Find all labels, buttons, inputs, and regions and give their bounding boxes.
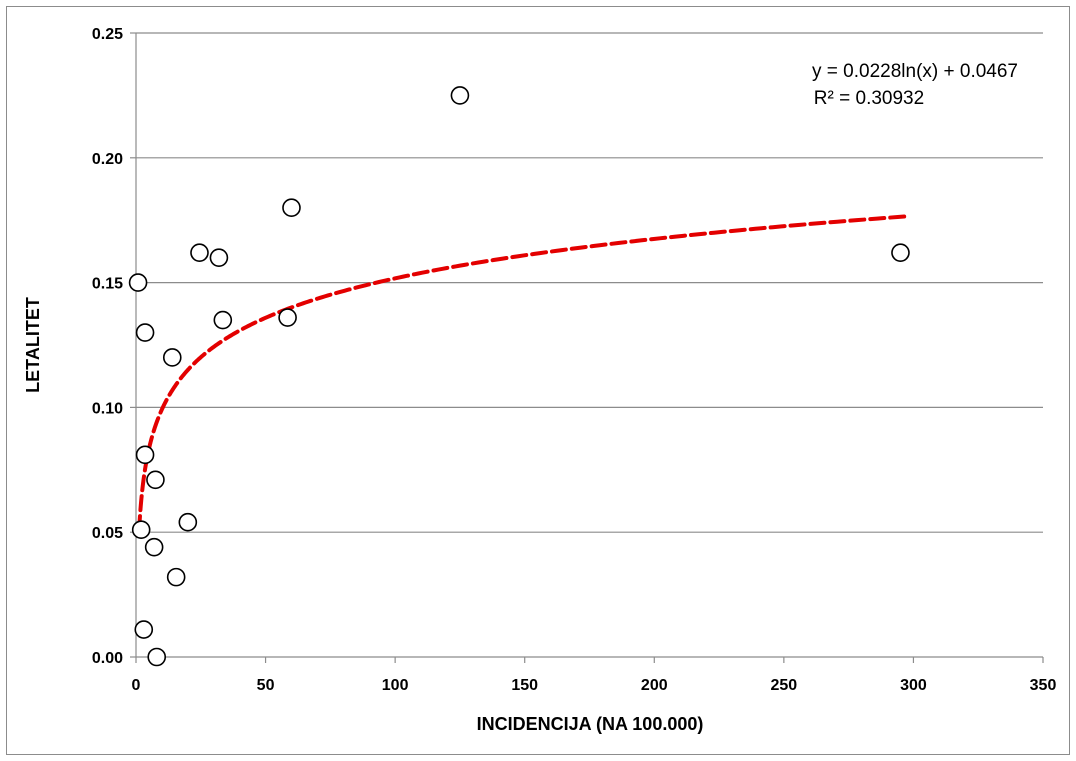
trendline-group	[137, 214, 911, 533]
x-tick-label: 350	[1030, 677, 1057, 694]
data-point	[282, 198, 301, 218]
y-tick-label: 0.10	[92, 400, 123, 417]
x-tick-label: 100	[382, 677, 409, 694]
data-point	[209, 248, 229, 267]
y-tick-label: 0.00	[92, 650, 123, 667]
x-axis-title: INCIDENCIJA (NA 100.000)	[477, 714, 704, 734]
data-point	[144, 537, 164, 557]
data-point	[162, 348, 182, 367]
chart-frame	[6, 6, 1070, 755]
x-tick-label: 300	[900, 677, 927, 694]
y-tick-label: 0.15	[92, 276, 123, 293]
x-tick-label: 250	[771, 677, 798, 694]
data-point	[213, 310, 233, 330]
data-point	[178, 512, 198, 532]
data-point	[147, 647, 167, 667]
data-point	[135, 323, 155, 342]
data-point	[134, 620, 154, 639]
trendline-equation: y = 0.0228ln(x) + 0.0467	[812, 61, 1018, 82]
data-points	[128, 86, 910, 667]
data-point	[450, 86, 470, 105]
x-axis-ticks: 0 50 100 150 200 250 300 350	[132, 657, 1057, 694]
data-point	[135, 445, 155, 465]
data-point	[128, 273, 148, 292]
trendline	[137, 214, 911, 533]
y-axis-ticks: 0.00 0.05 0.10 0.15 0.20 0.25	[92, 26, 136, 667]
data-point	[190, 243, 209, 262]
data-point	[278, 308, 297, 327]
x-tick-label: 200	[641, 677, 668, 694]
y-axis-title: LETALITET	[23, 297, 43, 393]
r-squared-label: R² = 0.30932	[814, 88, 924, 109]
data-point	[146, 470, 165, 490]
y-tick-label: 0.25	[92, 26, 123, 43]
y-tick-label: 0.20	[92, 151, 123, 168]
x-tick-label: 50	[257, 677, 275, 694]
y-tick-label: 0.05	[92, 525, 123, 542]
x-tick-label: 0	[132, 677, 141, 694]
axes	[135, 33, 1043, 658]
data-point	[166, 567, 186, 587]
data-point	[131, 520, 151, 540]
gridlines	[136, 32, 1043, 533]
data-point	[891, 243, 910, 262]
x-tick-label: 150	[511, 677, 538, 694]
